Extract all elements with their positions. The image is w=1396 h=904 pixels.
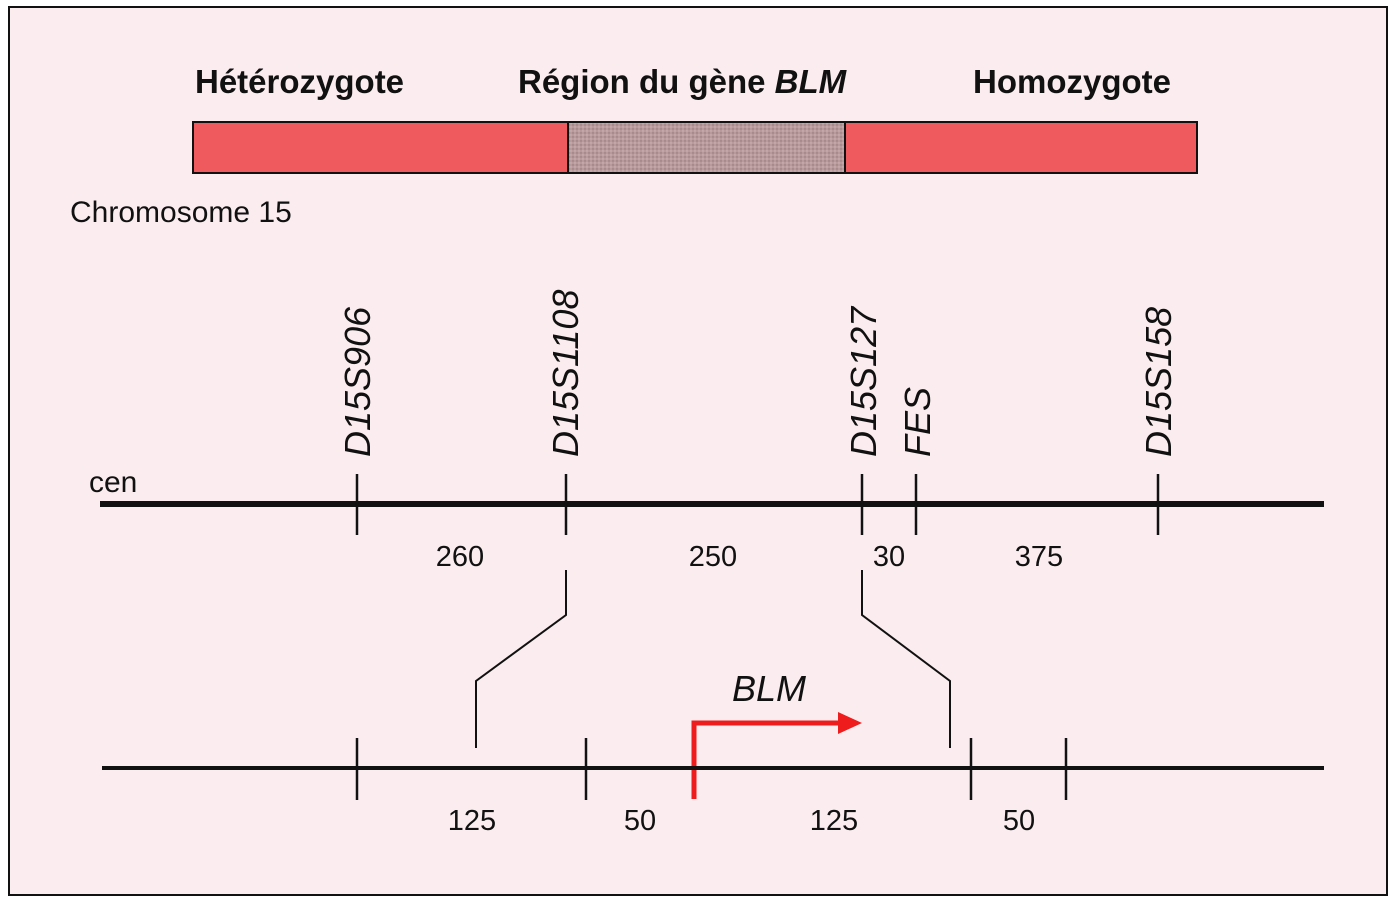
marker-d15s906: D15S906 [337, 306, 378, 457]
upper-distance-2: 250 [689, 541, 737, 573]
centromere-label: cen [89, 466, 137, 499]
homozygote-label: Homozygote [973, 63, 1171, 100]
upper-distance-4: 375 [1015, 541, 1063, 573]
upper-distance-3: 30 [873, 541, 905, 573]
chromosome-label: Chromosome 15 [70, 196, 292, 229]
blm-region-prefix: Région du gène [518, 63, 775, 100]
marker-d15s1108: D15S1108 [545, 290, 586, 457]
zoom-connector-right [861, 570, 951, 748]
marker-d15s158: D15S158 [1138, 307, 1179, 457]
blm-gene-label: BLM [732, 668, 806, 709]
heterozygote-bar [192, 121, 569, 174]
blm-region-label: Région du gène BLM [518, 63, 848, 100]
blm-region-bar [567, 121, 846, 174]
blm-arrow-head-icon [838, 712, 862, 734]
lower-distance-3: 125 [810, 805, 858, 837]
heterozygote-label: Hétérozygote [195, 63, 404, 100]
marker-d15s127: D15S127 [843, 305, 884, 457]
lower-distance-2: 50 [624, 805, 656, 837]
upper-distance-1: 260 [436, 541, 484, 573]
marker-fes: FES [897, 387, 938, 457]
lower-distance-4: 50 [1003, 805, 1035, 837]
homozygote-bar [844, 121, 1198, 174]
lower-distance-1: 125 [448, 805, 496, 837]
zoom-connector-left [475, 570, 567, 748]
blm-gene-arrow [691, 720, 842, 799]
blm-region-gene: BLM [775, 63, 848, 100]
